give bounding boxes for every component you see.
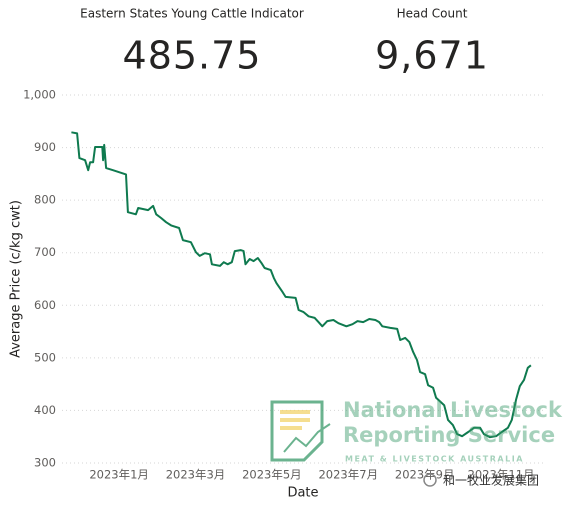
logo-bar	[280, 426, 302, 430]
price-line	[71, 131, 532, 439]
y-axis-title: Average Price (c/kg cwt)	[9, 200, 24, 358]
y-tick-label: 300	[34, 456, 56, 470]
kpi-value: 9,671	[375, 34, 489, 78]
logo-frame	[270, 400, 324, 462]
wechat-name: 和一牧业发展集团	[443, 473, 539, 488]
y-tick-label: 500	[34, 350, 56, 364]
y-tick-label: 700	[34, 245, 56, 259]
logo-bar	[280, 418, 310, 422]
watermark-sub: MEAT & LIVESTOCK AUSTRALIA	[345, 455, 524, 464]
kpi-title: Eastern States Young Cattle Indicator	[80, 7, 304, 21]
watermark-text: Reporting Service	[343, 423, 555, 447]
y-tick-label: 800	[34, 193, 56, 207]
watermark-text: National Livestock	[343, 398, 563, 422]
x-tick-label: 2023年5月	[242, 468, 302, 482]
kpi-title: Head Count	[397, 7, 468, 21]
x-tick-label: 2023年7月	[318, 468, 378, 482]
y-tick-label: 900	[34, 140, 56, 154]
kpi-value: 485.75	[123, 34, 262, 78]
y-tick-label: 600	[34, 298, 56, 312]
x-tick-label: 2023年1月	[89, 468, 149, 482]
x-tick-label: 2023年3月	[166, 468, 226, 482]
watermark: National Livestock Reporting Service MEA…	[270, 398, 563, 464]
logo-line	[283, 423, 331, 453]
y-tick-label: 400	[34, 403, 56, 417]
wechat-icon	[423, 473, 437, 487]
x-tick-label: 2023年11月	[468, 468, 535, 482]
x-tick-label: 2023年9月	[395, 468, 455, 482]
x-axis-title: Date	[287, 486, 318, 501]
y-tick-label: 1,000	[23, 88, 56, 102]
logo-bar	[280, 410, 310, 414]
plot: 300 400 500 600 700 800 900 1,000 2023年1月 2023年3月…	[23, 88, 545, 482]
